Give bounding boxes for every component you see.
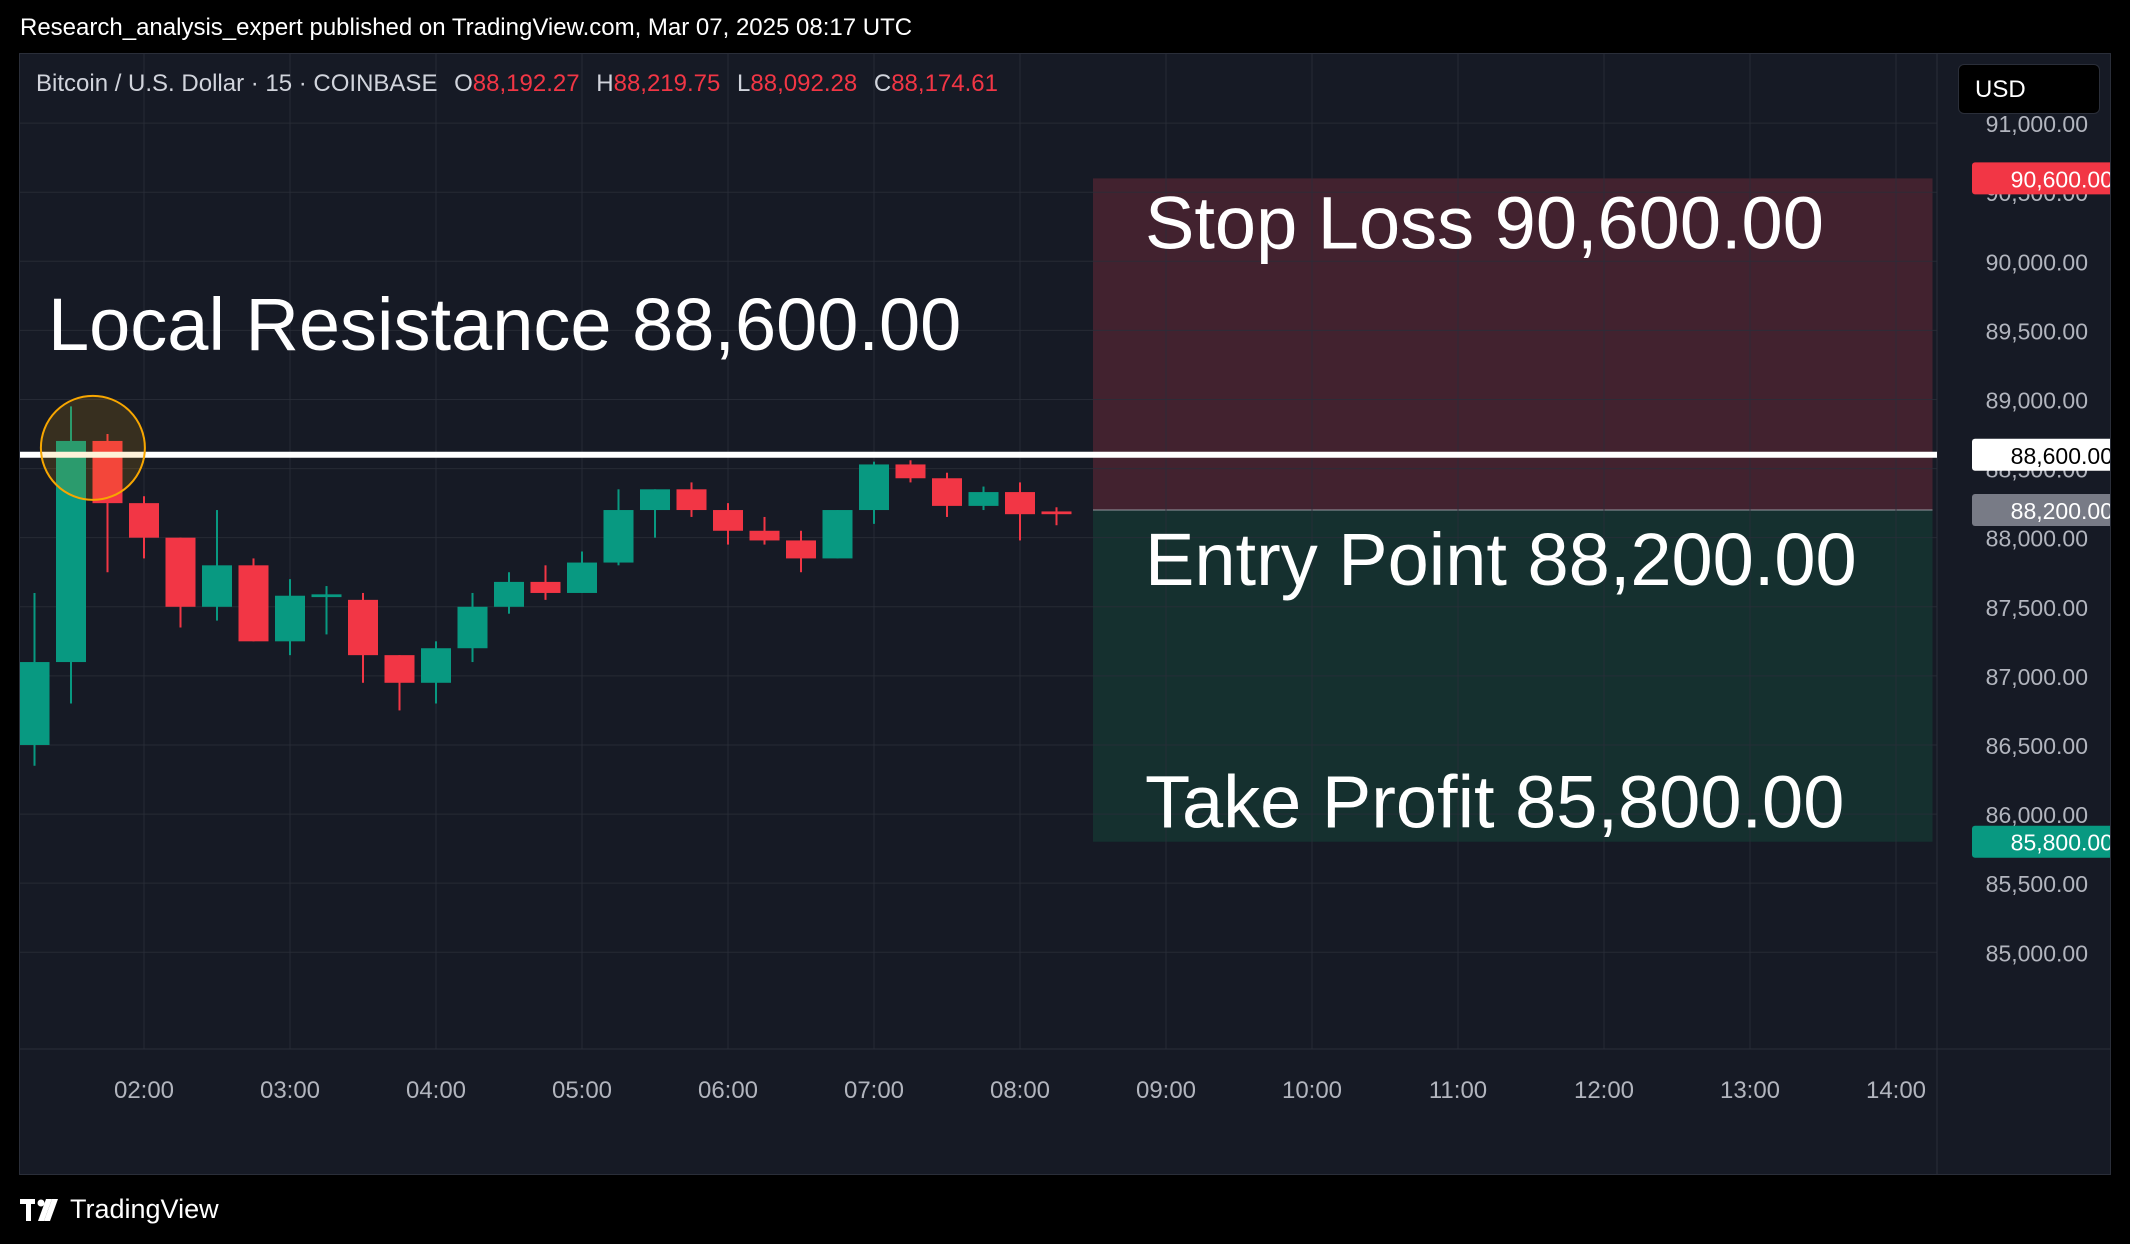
- resistance-annotation[interactable]: Local Resistance 88,600.00: [48, 283, 961, 366]
- low-value: 88,092.28: [750, 70, 858, 97]
- candle-down[interactable]: [530, 581, 561, 593]
- candle-up[interactable]: [494, 581, 524, 607]
- candle-up[interactable]: [968, 492, 999, 506]
- candle-up[interactable]: [567, 562, 597, 593]
- time-tick-label: 13:00: [1720, 1077, 1780, 1104]
- high-label: H: [596, 70, 614, 97]
- candle-up[interactable]: [20, 662, 50, 745]
- candle-up[interactable]: [822, 510, 853, 559]
- time-tick-label: 11:00: [1429, 1077, 1487, 1104]
- price-tick-label: 87,500.00: [1986, 595, 2088, 621]
- open-label: O: [454, 70, 473, 97]
- candle-down[interactable]: [165, 537, 196, 607]
- candle-down[interactable]: [895, 464, 926, 479]
- chart-area[interactable]: Local Resistance 88,600.00 Stop Loss 90,6…: [19, 53, 2111, 1175]
- candle-up[interactable]: [311, 594, 342, 598]
- candle-down[interactable]: [1005, 492, 1035, 515]
- price-tick-label: 90,000.00: [1986, 249, 2088, 275]
- candle-down[interactable]: [384, 655, 415, 683]
- candle-down[interactable]: [348, 599, 378, 656]
- price-tick-label: 86,000.00: [1986, 802, 2088, 828]
- candle-down[interactable]: [713, 510, 743, 531]
- tradingview-logo-icon: [20, 1198, 58, 1221]
- highlight-circle[interactable]: [39, 394, 146, 501]
- price-tick-label: 88,000.00: [1986, 526, 2088, 552]
- candle-down[interactable]: [676, 489, 707, 511]
- take-profit-annotation[interactable]: Take Profit 85,800.00: [1145, 761, 1844, 844]
- footer[interactable]: TradingView: [20, 1194, 219, 1225]
- candle-up[interactable]: [275, 595, 305, 642]
- candle-up[interactable]: [640, 489, 670, 511]
- resistance-price-tag[interactable]: 88,600.00: [2011, 443, 2110, 469]
- time-tick-label: 10:00: [1282, 1077, 1342, 1104]
- open-value: 88,192.27: [472, 70, 580, 97]
- stop-loss-annotation[interactable]: Stop Loss 90,600.00: [1145, 181, 1824, 264]
- price-tick-label: 86,500.00: [1986, 733, 2088, 759]
- stop-loss-price-tag-bg: [1972, 162, 2110, 195]
- entry-price-tag[interactable]: 88,200.00: [2011, 498, 2110, 524]
- candle-up[interactable]: [603, 510, 634, 563]
- symbol-title[interactable]: Bitcoin / U.S. Dollar · 15 · COINBASE: [36, 70, 438, 97]
- entry-price-tag-bg: [1972, 494, 2110, 527]
- price-tick-label: 89,500.00: [1986, 318, 2088, 344]
- time-tick-label: 05:00: [552, 1077, 612, 1104]
- chart-legend: Bitcoin / U.S. Dollar · 15 · COINBASE O8…: [36, 70, 998, 98]
- price-tick-label: 91,000.00: [1986, 111, 2088, 137]
- price-tick-label: 85,000.00: [1986, 940, 2088, 966]
- candlestick-chart[interactable]: Local Resistance 88,600.00 Stop Loss 90,6…: [20, 54, 2110, 1174]
- price-tick-label: 89,000.00: [1986, 387, 2088, 413]
- resistance-price-tag-bg: [1972, 438, 2110, 471]
- time-tick-label: 02:00: [114, 1077, 174, 1104]
- take-profit-price-tag-bg: [1972, 825, 2110, 858]
- time-tick-label: 06:00: [698, 1077, 758, 1104]
- candle-up[interactable]: [56, 440, 86, 663]
- candle-down[interactable]: [786, 540, 816, 559]
- entry-point-annotation[interactable]: Entry Point 88,200.00: [1145, 518, 1857, 601]
- stop-loss-price-tag[interactable]: 90,600.00: [2011, 166, 2110, 192]
- currency-button[interactable]: USD: [1958, 64, 2100, 114]
- price-tick-label: 87,000.00: [1986, 664, 2088, 690]
- time-tick-label: 09:00: [1136, 1077, 1196, 1104]
- time-tick-label: 12:00: [1574, 1077, 1634, 1104]
- footer-brand[interactable]: TradingView: [70, 1194, 219, 1224]
- candle-up[interactable]: [202, 565, 232, 607]
- candle-up[interactable]: [457, 606, 488, 649]
- candle-down[interactable]: [238, 565, 269, 642]
- low-label: L: [737, 70, 751, 97]
- candle-up[interactable]: [421, 648, 451, 683]
- close-label: C: [873, 70, 892, 97]
- time-tick-label: 07:00: [844, 1077, 904, 1104]
- candle-down[interactable]: [129, 503, 159, 538]
- candle-down[interactable]: [749, 530, 780, 541]
- price-tick-label: 85,500.00: [1986, 871, 2088, 897]
- candle-down[interactable]: [932, 478, 962, 506]
- high-value: 88,219.75: [613, 70, 721, 97]
- time-tick-label: 14:00: [1866, 1077, 1926, 1104]
- candle-down[interactable]: [1041, 511, 1072, 515]
- time-tick-label: 08:00: [990, 1077, 1050, 1104]
- close-value: 88,174.61: [891, 70, 998, 97]
- time-tick-label: 04:00: [406, 1077, 466, 1104]
- time-tick-label: 03:00: [260, 1077, 320, 1104]
- published-header: Research_analysis_expert published on Tr…: [20, 14, 913, 41]
- take-profit-price-tag[interactable]: 85,800.00: [2011, 830, 2110, 856]
- candle-up[interactable]: [859, 464, 889, 511]
